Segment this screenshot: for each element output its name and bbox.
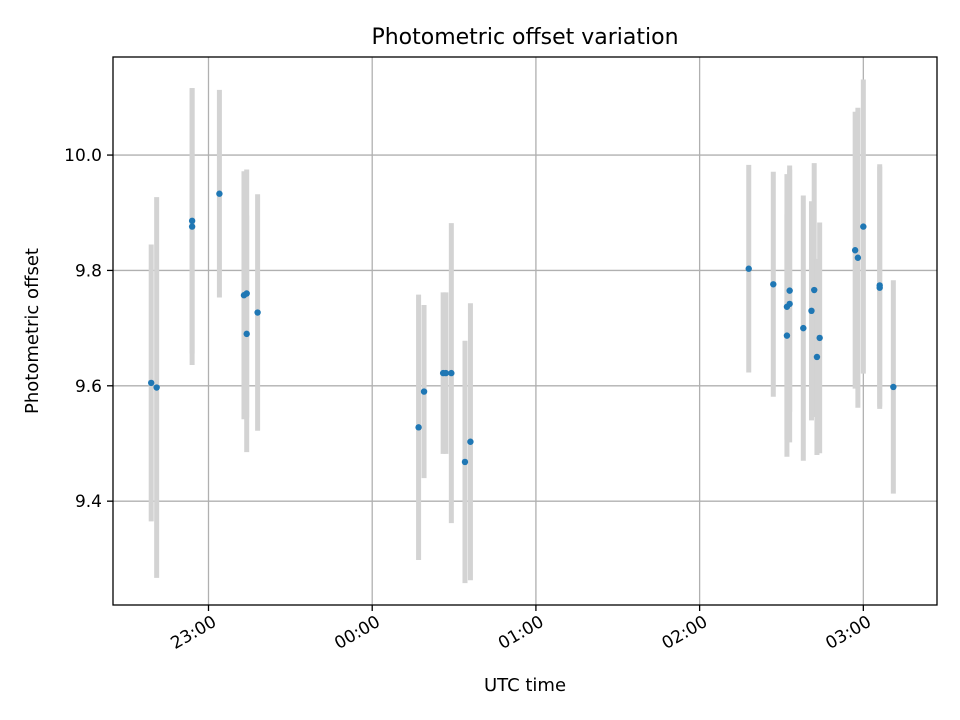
data-point	[851, 247, 859, 254]
data-point	[461, 458, 469, 466]
data-points	[147, 190, 897, 466]
data-point	[800, 324, 807, 332]
data-point	[254, 309, 261, 316]
data-point	[153, 384, 160, 391]
data-point	[808, 307, 815, 315]
data-point	[890, 383, 897, 391]
y-axis-ticks: 9.4 9.6 9.8 10.0	[64, 146, 113, 512]
data-point	[876, 284, 883, 291]
data-point	[448, 369, 455, 377]
data-point	[467, 438, 474, 445]
plot-frame	[112, 56, 938, 606]
data-point	[147, 379, 155, 387]
data-point	[243, 290, 250, 297]
chart-title: Photometric offset variation	[371, 25, 678, 50]
x-axis-label: UTC time	[484, 675, 566, 696]
data-point	[860, 223, 867, 230]
data-point	[216, 190, 223, 197]
data-point	[415, 424, 422, 431]
data-point	[811, 286, 818, 294]
y-tick-label: 9.8	[75, 261, 102, 281]
y-tick-label: 9.4	[75, 492, 102, 512]
data-point	[243, 330, 250, 338]
data-point	[420, 388, 428, 395]
data-point	[813, 353, 821, 361]
data-point	[745, 265, 752, 272]
data-point	[786, 287, 793, 294]
data-point	[188, 223, 196, 230]
data-point	[783, 332, 791, 339]
data-point	[854, 254, 862, 261]
data-point	[188, 217, 196, 225]
y-axis-label: Photometric offset	[22, 248, 43, 414]
data-point	[770, 281, 777, 288]
y-tick-label: 9.6	[75, 377, 102, 397]
data-point	[816, 334, 823, 342]
data-point	[786, 300, 793, 308]
y-tick-label: 10.0	[64, 146, 102, 166]
data-point	[442, 369, 450, 377]
